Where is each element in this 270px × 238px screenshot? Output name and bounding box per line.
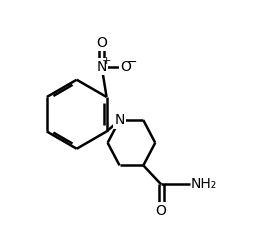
Text: O: O <box>120 60 131 74</box>
Text: O: O <box>156 204 167 218</box>
Text: −: − <box>127 56 137 69</box>
Text: N: N <box>114 113 125 127</box>
Text: O: O <box>96 36 107 50</box>
Text: +: + <box>102 56 111 66</box>
Text: N: N <box>96 60 107 74</box>
Text: NH₂: NH₂ <box>191 178 217 191</box>
